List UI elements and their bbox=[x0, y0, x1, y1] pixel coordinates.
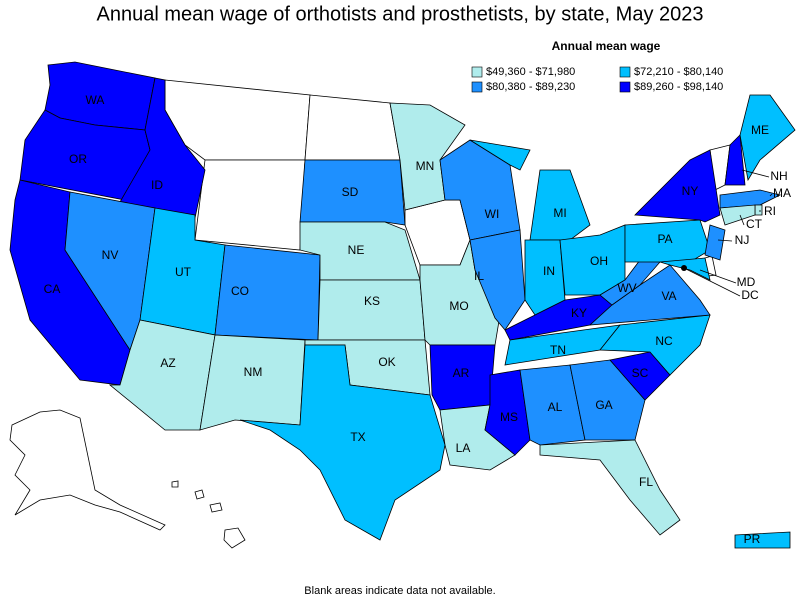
state-label: PR bbox=[744, 532, 761, 546]
leader-line bbox=[741, 169, 770, 178]
state-label: WA bbox=[86, 93, 105, 107]
state-label: AL bbox=[548, 400, 563, 414]
state-shape bbox=[569, 359, 646, 441]
state-label: TN bbox=[550, 343, 566, 357]
state-shape bbox=[299, 159, 406, 226]
hawaii-4 bbox=[171, 480, 179, 488]
state-shape bbox=[624, 219, 711, 263]
state-shape bbox=[734, 531, 791, 549]
legend-swatch bbox=[471, 66, 483, 78]
blank-state bbox=[304, 94, 401, 161]
legend: $49,360 - $71,980 $72,210 - $80,140 $80,38… bbox=[471, 66, 723, 93]
state-label: KY bbox=[571, 306, 587, 320]
state-label: TX bbox=[350, 430, 365, 444]
state-shape bbox=[754, 204, 763, 216]
state-label: NM bbox=[244, 365, 263, 379]
state-shape bbox=[719, 204, 756, 226]
state-shape bbox=[634, 149, 721, 223]
footnote: Blank areas indicate data not available. bbox=[304, 585, 495, 597]
leader-line bbox=[739, 214, 745, 226]
blank-state bbox=[194, 159, 306, 251]
state-label: NE bbox=[348, 243, 365, 257]
state-shape bbox=[419, 238, 501, 346]
legend-label: $80,380 - $89,230 bbox=[486, 81, 575, 93]
state-shape bbox=[239, 344, 446, 541]
state-label: LA bbox=[456, 441, 471, 455]
state-label: OH bbox=[590, 254, 608, 268]
state-label: MD bbox=[737, 275, 756, 289]
state-label: MO bbox=[449, 299, 468, 313]
state-label: CO bbox=[231, 284, 249, 298]
state-label: IL bbox=[474, 269, 484, 283]
state-label: WV bbox=[617, 281, 636, 295]
state-label: SC bbox=[632, 366, 649, 380]
leader-line bbox=[699, 269, 737, 284]
state-label: NV bbox=[102, 248, 119, 262]
state-label: NC bbox=[655, 334, 673, 348]
state-label: AR bbox=[453, 366, 470, 380]
state-label: GA bbox=[595, 398, 612, 412]
alaska bbox=[9, 409, 166, 531]
state-label: MI bbox=[553, 206, 566, 220]
state-shape bbox=[317, 279, 426, 341]
state-label: WI bbox=[485, 207, 500, 221]
state-shape bbox=[539, 439, 681, 536]
state-label: MN bbox=[416, 159, 435, 173]
state-label: RI bbox=[764, 204, 776, 218]
state-label: SD bbox=[342, 185, 359, 199]
state-label: DC bbox=[741, 288, 759, 302]
state-label: PA bbox=[657, 232, 672, 246]
legend-swatch bbox=[471, 81, 483, 93]
state-shape bbox=[199, 334, 306, 431]
state-shape bbox=[704, 224, 726, 261]
leader-line bbox=[769, 193, 773, 197]
state-label: VA bbox=[661, 289, 676, 303]
state-label: FL bbox=[639, 475, 653, 489]
hawaii-2 bbox=[194, 489, 205, 500]
legend-label: $49,360 - $71,980 bbox=[486, 66, 575, 78]
legend-title: Annual mean wage bbox=[552, 39, 661, 53]
state-label: NY bbox=[682, 184, 699, 198]
legend-swatch bbox=[619, 66, 631, 78]
state-shape bbox=[599, 314, 711, 376]
state-shape bbox=[469, 139, 531, 171]
state-shape bbox=[529, 169, 591, 241]
legend-label: $72,210 - $80,140 bbox=[634, 66, 723, 78]
state-shape bbox=[519, 364, 586, 446]
state-label: CT bbox=[746, 217, 763, 231]
state-label: KS bbox=[364, 294, 380, 308]
alaska-hawaii bbox=[9, 409, 246, 549]
state-shape bbox=[724, 134, 746, 186]
map-title: Annual mean wage of orthotists and prost… bbox=[96, 3, 703, 25]
state-shape bbox=[739, 94, 796, 182]
state-label: MS bbox=[500, 410, 518, 424]
state-label: UT bbox=[175, 265, 192, 279]
state-label: ID bbox=[151, 178, 163, 192]
state-label: NH bbox=[770, 169, 787, 183]
legend-swatch bbox=[619, 81, 631, 93]
state-shape bbox=[719, 189, 782, 209]
state-label: MA bbox=[773, 186, 791, 200]
state-label: NJ bbox=[735, 233, 750, 247]
hawaii bbox=[223, 527, 246, 549]
states: WA OR ID CA NV UT AZ CO NM SD NE KS OK TX MN MO AR LA WI IL… bbox=[9, 61, 796, 549]
state-shape bbox=[659, 257, 711, 281]
state-label: CA bbox=[44, 282, 61, 296]
state-label: OK bbox=[378, 355, 395, 369]
blank-state bbox=[404, 199, 471, 266]
state-label: AZ bbox=[160, 356, 175, 370]
state-label: IN bbox=[543, 264, 555, 278]
hawaii-3 bbox=[209, 502, 223, 513]
state-label: OR bbox=[69, 152, 87, 166]
leader-line bbox=[717, 239, 733, 242]
legend-label: $89,260 - $98,140 bbox=[634, 81, 723, 93]
state-label: ME bbox=[751, 123, 769, 137]
leader-line bbox=[683, 267, 741, 297]
state-shape bbox=[119, 77, 206, 219]
